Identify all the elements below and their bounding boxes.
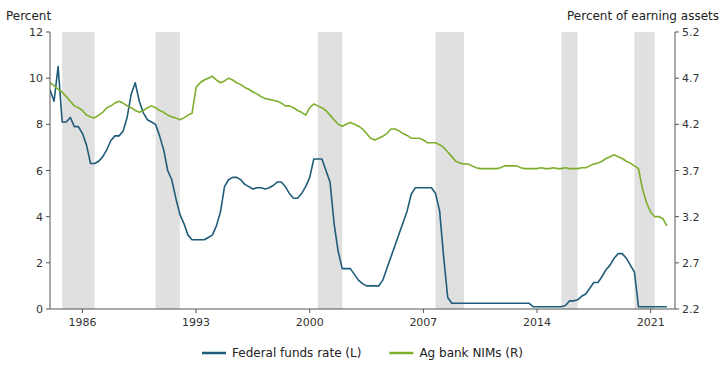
y-tick [46,309,50,310]
x-tick [196,309,197,313]
y-tick-label: 6 [36,165,43,178]
y2-tick [675,124,679,125]
x-tick [82,309,83,313]
x-tick [650,309,651,313]
y-tick [46,32,50,33]
legend-label: Ag bank NIMs (R) [419,346,523,360]
y2-tick [675,170,679,171]
y2-tick-label: 2.2 [682,303,700,316]
y-tick-label: 2 [36,257,43,270]
y2-tick [675,262,679,263]
y-tick [46,216,50,217]
x-tick-label: 1986 [68,316,96,329]
y2-tick [675,309,679,310]
chart: 1986 1993 2000 2007 2014 2021 0 2 4 6 8 10 12 2.2 2.7 3… [0,0,725,367]
recession-band [62,32,94,309]
axes: 1986 1993 2000 2007 2014 2021 0 2 4 6 8 10 12 2.2 2.7 3… [29,26,700,329]
x-tick [309,309,310,313]
series-line [50,76,667,226]
y2-tick [675,78,679,79]
legend-label: Federal funds rate (L) [232,346,361,360]
y-tick [46,78,50,79]
y-tick [46,170,50,171]
y2-tick-label: 2.7 [682,257,700,270]
y2-tick-label: 3.7 [682,165,700,178]
x-tick-label: 2014 [523,316,551,329]
y2-tick-label: 4.7 [682,72,700,85]
legend-item: Ag bank NIMs (R) [389,346,523,360]
y-axis-label: Percent [6,9,51,23]
y2-tick [675,216,679,217]
y2-tick-label: 3.2 [682,211,700,224]
recession-band [561,32,577,309]
x-tick-label: 1993 [182,316,210,329]
y-tick-label: 0 [36,303,43,316]
y2-axis-label: Percent of earning assets [567,9,719,23]
legend: Federal funds rate (L) Ag bank NIMs (R) [202,346,523,360]
x-tick [423,309,424,313]
series-line [50,67,667,307]
recession-band [436,32,464,309]
y-tick [46,262,50,263]
y-tick-label: 4 [36,211,43,224]
x-tick-label: 2000 [296,316,324,329]
y-tick [46,124,50,125]
x-tick-label: 2021 [637,316,665,329]
y2-tick-label: 5.2 [682,26,700,39]
legend-swatch [389,352,413,355]
recession-band [634,32,654,309]
x-axis-line [50,309,675,310]
y2-tick [675,32,679,33]
y-tick-label: 10 [29,72,43,85]
recession-band [318,32,342,309]
legend-swatch [202,352,226,355]
x-tick-label: 2007 [409,316,437,329]
plot-area [50,32,667,309]
y-tick-label: 8 [36,118,43,131]
x-tick [537,309,538,313]
y2-tick-label: 4.2 [682,118,700,131]
legend-item: Federal funds rate (L) [202,346,361,360]
y-tick-label: 12 [29,26,43,39]
